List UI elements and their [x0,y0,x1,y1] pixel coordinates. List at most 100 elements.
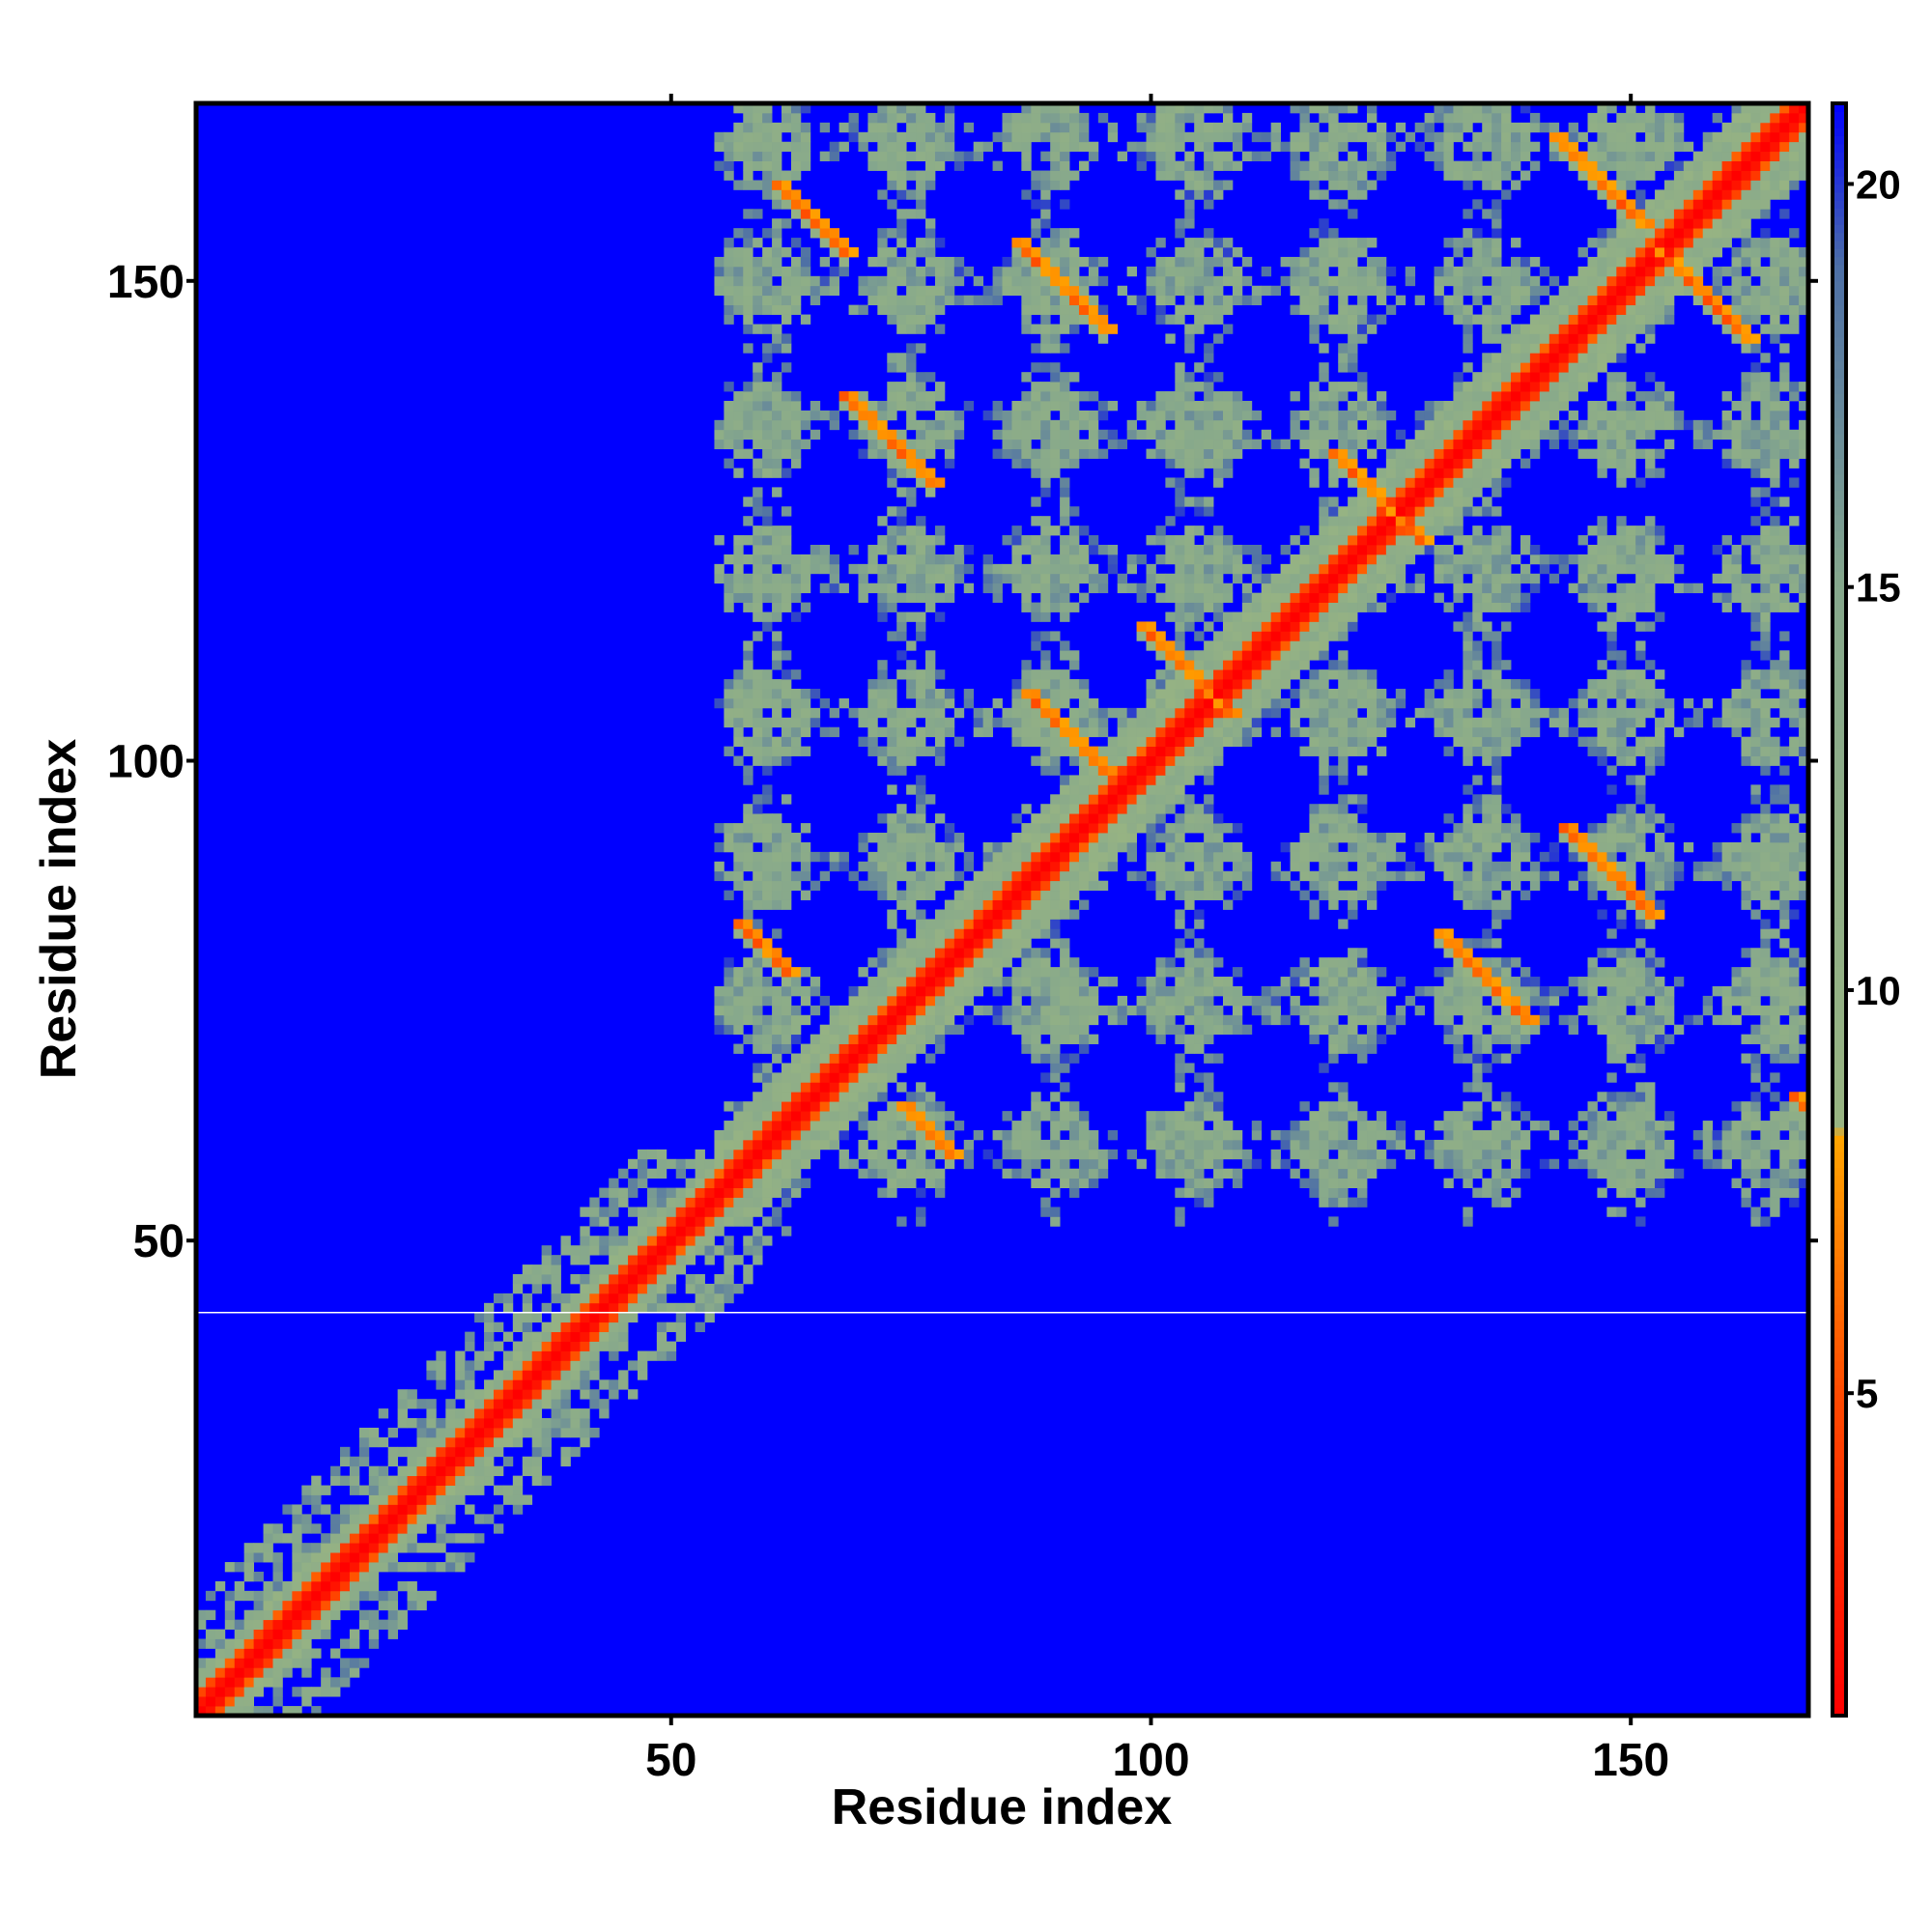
heatmap-cell [1050,679,1061,690]
heatmap-cell [1338,631,1349,641]
heatmap-cell [618,1321,629,1333]
heatmap-cell [877,985,888,997]
heatmap-cell [1299,660,1310,670]
heatmap-cell [1031,1024,1041,1036]
heatmap-cell [1492,669,1502,680]
heatmap-cell [646,1197,658,1208]
heatmap-cell [1789,1121,1800,1131]
heatmap-cell [781,1082,792,1093]
heatmap-cell [436,1350,446,1361]
heatmap-cell [1453,841,1463,853]
heatmap-cell [800,707,811,719]
heatmap-cell [589,1207,600,1217]
heatmap-cell [1175,1024,1185,1036]
heatmap-cell [829,554,840,565]
heatmap-cell [311,1504,322,1515]
heatmap-cell [1501,1197,1512,1208]
heatmap-cell [1299,650,1310,661]
heatmap-cell [1338,755,1349,766]
heatmap-cell [838,1005,849,1016]
heatmap-cell [1146,813,1156,824]
heatmap-cell [1799,1129,1809,1141]
heatmap-cell [1031,1053,1041,1064]
heatmap-cell [1597,948,1607,958]
heatmap-cell [474,1514,485,1524]
heatmap-cell [790,1072,802,1083]
heatmap-cell [1482,707,1492,719]
heatmap-cell [695,1168,705,1179]
heatmap-cell [896,631,907,641]
heatmap-cell [743,1245,753,1256]
heatmap-cell [1031,1014,1041,1026]
heatmap-cell [781,726,792,738]
heatmap-cell [646,1149,658,1160]
heatmap-cell [1760,679,1771,690]
heatmap-cell [1760,813,1771,824]
heatmap-cell [397,1408,408,1419]
heatmap-cell [1626,669,1636,680]
heatmap-cell [1136,755,1147,766]
heatmap-cell [1222,899,1234,910]
heatmap-cell [1270,582,1281,594]
heatmap-cell [493,1293,504,1304]
heatmap-cell [1443,679,1454,690]
heatmap-cell [1069,909,1080,920]
heatmap-cell [1606,1072,1617,1083]
heatmap-cell [1645,813,1656,824]
heatmap-cell [618,1187,629,1198]
heatmap-cell [1577,689,1588,699]
heatmap-cell [1213,631,1224,641]
heatmap-cell [772,1043,782,1054]
heatmap-cell [867,870,878,882]
heatmap-cell [877,679,888,690]
heatmap-cell [982,582,993,594]
heatmap-cell [790,833,802,843]
heatmap-cell [214,1580,226,1592]
heatmap-cell [1175,1158,1185,1170]
heatmap-cell [944,861,955,872]
heatmap-cell [743,573,753,584]
heatmap-cell [1750,1178,1761,1188]
heatmap-cell [1482,602,1492,612]
heatmap-cell [1511,841,1521,853]
heatmap-cell [925,851,936,863]
heatmap-cell [1107,861,1119,872]
heatmap-cell [887,1168,897,1179]
heatmap-cell [599,1293,610,1304]
heatmap-cell [1529,689,1541,699]
heatmap-cell [196,1658,207,1668]
heatmap-cell [1357,833,1368,843]
heatmap-cell [1770,592,1780,603]
heatmap-cell [522,1418,533,1429]
heatmap-cell [1789,1187,1800,1198]
heatmap-cell [714,1187,724,1198]
heatmap-cell [1472,602,1483,612]
heatmap-cell [1568,880,1578,892]
heatmap-cell [887,841,897,853]
heatmap-cell [714,995,724,1007]
heatmap-cell [1779,563,1790,575]
heatmap-cell [1155,573,1166,584]
heatmap-cell [1616,833,1627,843]
heatmap-cell [1367,1034,1378,1044]
heatmap-cell [1204,977,1214,987]
heatmap-cell [772,1053,782,1064]
heatmap-cell [829,1005,840,1016]
heatmap-cell [1204,1092,1214,1102]
heatmap-cell [1779,957,1790,968]
heatmap-cell [1050,1168,1061,1179]
heatmap-cell [1511,861,1521,872]
heatmap-cell [953,995,965,1007]
heatmap-cell [1655,717,1665,728]
heatmap-cell [1011,582,1022,594]
heatmap-cell [1606,1024,1617,1036]
heatmap-cell [1558,717,1570,728]
heatmap-cell [1050,841,1061,853]
heatmap-cell [733,1129,744,1141]
heatmap-cell [772,650,782,661]
heatmap-cell [1616,880,1627,892]
heatmap-cell [1606,880,1617,892]
heatmap-cell [560,1360,571,1371]
heatmap-cell [992,957,1003,968]
heatmap-cell [753,870,763,882]
